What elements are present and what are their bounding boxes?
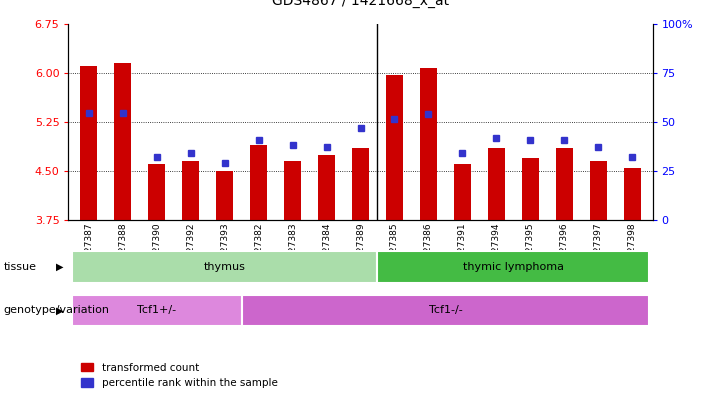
Legend: transformed count, percentile rank within the sample: transformed count, percentile rank withi… [81, 363, 278, 388]
Text: GDS4867 / 1421668_x_at: GDS4867 / 1421668_x_at [272, 0, 449, 8]
Bar [454, 164, 471, 220]
Bar [386, 75, 403, 220]
Bar [216, 171, 233, 220]
Text: tissue: tissue [4, 262, 37, 272]
Text: Tcf1+/-: Tcf1+/- [137, 305, 177, 316]
Text: ▶: ▶ [56, 305, 63, 316]
Text: genotype/variation: genotype/variation [4, 305, 110, 316]
Text: ▶: ▶ [56, 262, 63, 272]
Text: thymic lymphoma: thymic lymphoma [463, 262, 564, 272]
Bar [318, 154, 335, 220]
Bar [420, 68, 437, 220]
Bar [72, 252, 378, 283]
Bar [352, 148, 369, 220]
Bar [488, 148, 505, 220]
Bar [72, 295, 242, 326]
Bar [624, 168, 641, 220]
Bar [115, 63, 131, 220]
Bar [284, 161, 301, 220]
Bar [242, 295, 649, 326]
Bar [250, 145, 267, 220]
Text: Tcf1-/-: Tcf1-/- [428, 305, 462, 316]
Bar [522, 158, 539, 220]
Bar [378, 252, 649, 283]
Text: thymus: thymus [204, 262, 246, 272]
Bar [80, 66, 97, 220]
Bar [182, 161, 199, 220]
Bar [149, 164, 165, 220]
Bar [556, 148, 572, 220]
Bar [590, 161, 606, 220]
